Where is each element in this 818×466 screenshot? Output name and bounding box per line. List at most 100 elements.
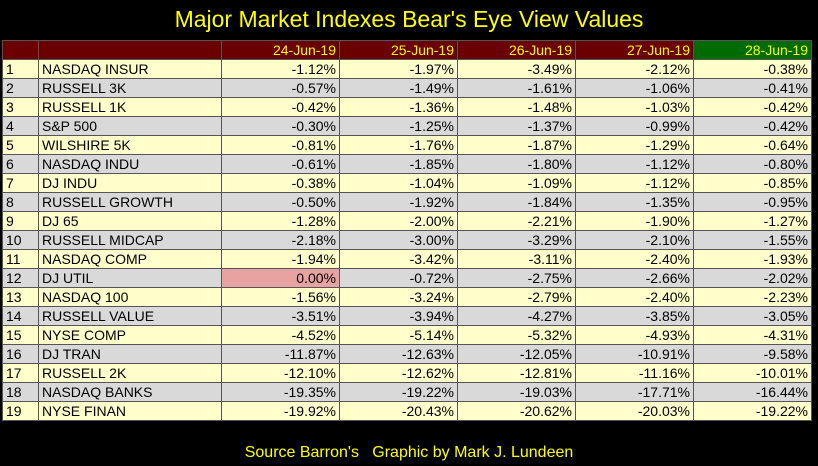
table-row: 17 RUSSELL 2K -12.10% -12.62% -12.81% -11.16%… — [2, 363, 812, 383]
index-name: NYSE FINAN — [38, 401, 222, 421]
table-row: 9 DJ 65 -1.28% -2.00% -2.21% -1.90% -1.27% — [2, 211, 812, 231]
row-rank: 15 — [2, 325, 39, 345]
row-rank: 5 — [2, 135, 39, 155]
value-cell: -1.80% — [457, 154, 576, 174]
index-name: RUSSELL MIDCAP — [38, 230, 222, 250]
value-cell: -2.23% — [693, 287, 812, 307]
value-cell: -12.62% — [339, 363, 458, 383]
index-name: NASDAQ BANKS — [38, 382, 222, 402]
value-cell: -1.25% — [339, 116, 458, 136]
value-cell: -1.28% — [221, 211, 340, 231]
table-row: 19 NYSE FINAN -19.92% -20.43% -20.62% -20.03%… — [2, 401, 812, 421]
index-name: NASDAQ 100 — [38, 287, 222, 307]
value-cell: -0.42% — [221, 97, 340, 117]
value-cell: -19.03% — [457, 382, 576, 402]
row-rank: 8 — [2, 192, 39, 212]
row-rank: 10 — [2, 230, 39, 250]
value-cell: -0.81% — [221, 135, 340, 155]
source-credit: Source Barron's Graphic by Mark J. Lunde… — [244, 444, 574, 461]
value-cell: -2.00% — [339, 211, 458, 231]
value-cell: -20.62% — [457, 401, 576, 421]
table-row: 5 WILSHIRE 5K -0.81% -1.76% -1.87% -1.29% -0.6… — [2, 135, 812, 155]
value-cell: -1.90% — [575, 211, 694, 231]
index-name: WILSHIRE 5K — [38, 135, 222, 155]
value-cell: -4.31% — [693, 325, 812, 345]
column-header: 24-Jun-19 — [221, 40, 340, 60]
value-cell: -0.80% — [693, 154, 812, 174]
header-corner-name — [38, 40, 222, 60]
value-cell: -0.38% — [693, 59, 812, 79]
table-row: 7 DJ INDU -0.38% -1.04% -1.09% -1.12% -0.85% — [2, 173, 812, 193]
value-cell: -2.79% — [457, 287, 576, 307]
value-cell: -9.58% — [693, 344, 812, 364]
value-cell: -4.27% — [457, 306, 576, 326]
index-name: NASDAQ INDU — [38, 154, 222, 174]
value-cell: -19.22% — [339, 382, 458, 402]
table-row: 11 NASDAQ COMP -1.94% -3.42% -3.11% -2.40% -1.… — [2, 249, 812, 269]
table-row: 15 NYSE COMP -4.52% -5.14% -5.32% -4.93% -4.31… — [2, 325, 812, 345]
value-cell: -11.16% — [575, 363, 694, 383]
value-cell: -1.37% — [457, 116, 576, 136]
value-cell: -0.42% — [693, 97, 812, 117]
value-cell: -1.03% — [575, 97, 694, 117]
value-cell: -1.12% — [575, 173, 694, 193]
row-rank: 13 — [2, 287, 39, 307]
column-header: 27-Jun-19 — [575, 40, 694, 60]
value-cell: -0.64% — [693, 135, 812, 155]
index-name: DJ INDU — [38, 173, 222, 193]
value-cell: -1.61% — [457, 78, 576, 98]
value-cell: -0.72% — [339, 268, 458, 288]
index-name: NASDAQ COMP — [38, 249, 222, 269]
value-cell: -4.93% — [575, 325, 694, 345]
value-cell: -2.40% — [575, 249, 694, 269]
table-row: 13 NASDAQ 100 -1.56% -3.24% -2.79% -2.40% -2.2… — [2, 287, 812, 307]
row-rank: 17 — [2, 363, 39, 383]
value-cell: -2.21% — [457, 211, 576, 231]
column-header: 26-Jun-19 — [457, 40, 576, 60]
value-cell: -2.75% — [457, 268, 576, 288]
value-cell: -12.81% — [457, 363, 576, 383]
value-cell: -1.09% — [457, 173, 576, 193]
value-cell: -2.10% — [575, 230, 694, 250]
value-cell: -1.12% — [221, 59, 340, 79]
header-corner-rank — [2, 40, 39, 60]
value-cell: -0.41% — [693, 78, 812, 98]
value-cell: -1.76% — [339, 135, 458, 155]
index-name: RUSSELL 2K — [38, 363, 222, 383]
value-cell: -5.32% — [457, 325, 576, 345]
value-cell: -1.27% — [693, 211, 812, 231]
row-rank: 1 — [2, 59, 39, 79]
value-cell: -20.03% — [575, 401, 694, 421]
value-cell: -11.87% — [221, 344, 340, 364]
row-rank: 9 — [2, 211, 39, 231]
value-cell: -3.49% — [457, 59, 576, 79]
row-rank: 14 — [2, 306, 39, 326]
value-cell: -12.05% — [457, 344, 576, 364]
value-cell: -1.04% — [339, 173, 458, 193]
value-cell: -1.55% — [693, 230, 812, 250]
row-rank: 4 — [2, 116, 39, 136]
value-cell: -2.66% — [575, 268, 694, 288]
value-cell: -3.00% — [339, 230, 458, 250]
row-rank: 3 — [2, 97, 39, 117]
row-rank: 18 — [2, 382, 39, 402]
value-cell: -19.92% — [221, 401, 340, 421]
value-cell: -1.93% — [693, 249, 812, 269]
value-cell: -4.52% — [221, 325, 340, 345]
value-cell: -1.48% — [457, 97, 576, 117]
value-cell: -0.42% — [693, 116, 812, 136]
row-rank: 19 — [2, 401, 39, 421]
value-cell: -1.06% — [575, 78, 694, 98]
row-rank: 12 — [2, 268, 39, 288]
table-row: 18 NASDAQ BANKS -19.35% -19.22% -19.03% -17.7… — [2, 382, 812, 402]
index-name: S&P 500 — [38, 116, 222, 136]
value-cell: -1.87% — [457, 135, 576, 155]
value-cell: 0.00% — [221, 268, 340, 288]
value-cell: -10.91% — [575, 344, 694, 364]
index-name: RUSSELL VALUE — [38, 306, 222, 326]
value-cell: -0.38% — [221, 173, 340, 193]
value-cell: -0.50% — [221, 192, 340, 212]
value-cell: -3.29% — [457, 230, 576, 250]
value-cell: -1.36% — [339, 97, 458, 117]
value-cell: -0.95% — [693, 192, 812, 212]
